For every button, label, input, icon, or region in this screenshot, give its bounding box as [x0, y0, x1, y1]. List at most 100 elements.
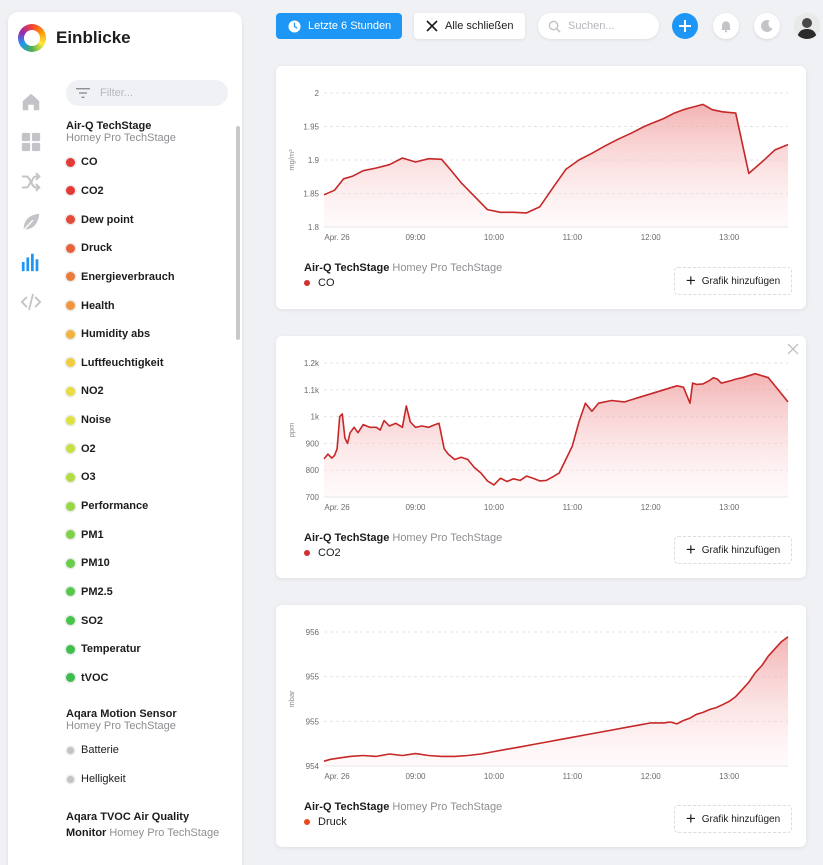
user-avatar[interactable] [794, 13, 820, 39]
capability-item-humidity-abs[interactable]: Humidity abs [66, 320, 238, 349]
capability-list: Air-Q TechStage Homey Pro TechStage CO CO… [66, 80, 238, 841]
capability-dot [66, 386, 75, 396]
y-tick-label: 1.8 [308, 223, 320, 232]
search-input[interactable] [568, 20, 658, 32]
close-all-label: Alle schließen [445, 20, 514, 32]
capability-dot [66, 558, 75, 568]
plus-icon: + [685, 540, 696, 559]
add-chart-button[interactable]: + Grafik hinzufügen [674, 805, 792, 833]
homey-logo [18, 24, 46, 52]
add-chart-button[interactable]: + Grafik hinzufügen [674, 267, 792, 295]
close-card-icon[interactable] [786, 342, 800, 356]
device-name: Aqara Motion Sensor [66, 708, 177, 721]
capability-item-no2[interactable]: NO2 [66, 377, 238, 406]
time-range-label: Letzte 6 Stunden [308, 20, 392, 32]
capability-dot [66, 329, 75, 339]
add-chart-button[interactable]: + Grafik hinzufügen [674, 536, 792, 564]
series-dot [304, 280, 310, 286]
series-area [324, 636, 788, 766]
y-tick-label: 1k [311, 413, 320, 422]
capability-item-performance[interactable]: Performance [66, 492, 238, 521]
x-tick-label: 09:00 [405, 233, 426, 242]
close-all-button[interactable]: Alle schließen [414, 13, 525, 39]
capability-label: Luftfeuchtigkeit [81, 356, 164, 369]
capability-label: PM2.5 [81, 585, 113, 598]
capability-dot [66, 673, 75, 683]
capability-label: CO [81, 156, 98, 169]
sidebar-scrollbar[interactable] [236, 126, 240, 340]
device-group-aqara-motion: Aqara Motion Sensor Homey Pro TechStage … [66, 708, 238, 793]
add-chart-label: Grafik hinzufügen [701, 544, 781, 556]
card-device: Air-Q TechStage [304, 532, 390, 544]
capability-dot [66, 530, 75, 540]
plus-icon [679, 20, 691, 32]
card-capability: CO [318, 277, 335, 289]
capability-item-temperatur[interactable]: Temperatur [66, 635, 238, 664]
capability-label: Performance [81, 500, 149, 512]
nav-developer[interactable] [8, 282, 54, 322]
x-tick-label: 09:00 [405, 772, 426, 781]
capability-item-pm1[interactable]: PM1 [66, 520, 238, 549]
notifications-button[interactable] [713, 13, 739, 39]
filter-input[interactable] [100, 87, 210, 99]
capability-item-co[interactable]: CO [66, 148, 238, 177]
capability-label: tVOC [81, 671, 109, 684]
search-box[interactable] [538, 13, 659, 39]
series-line [323, 372, 789, 486]
x-tick-label: Apr. 26 [324, 233, 350, 242]
capability-label: Batterie [81, 744, 119, 757]
capability-item-pm10[interactable]: PM10 [66, 549, 238, 578]
nav-insights[interactable] [8, 242, 54, 282]
chart-druck: 954 955 955 956 mbar Apr. 26 09:00 10:00 11:00 12… [287, 628, 789, 781]
capability-label: Dew point [81, 213, 134, 226]
capability-item-dew-point[interactable]: Dew point [66, 205, 238, 234]
capability-item-helligkeit[interactable]: Helligkeit [66, 765, 238, 794]
capability-item-pm2-5[interactable]: PM2.5 [66, 578, 238, 607]
capability-item-o2[interactable]: O2 [66, 434, 238, 463]
capability-item-o3[interactable]: O3 [66, 463, 238, 492]
capability-item-luftfeuchtigkeit[interactable]: Luftfeuchtigkeit [66, 348, 238, 377]
capability-label: Helligkeit [81, 773, 126, 786]
capability-item-noise[interactable]: Noise [66, 406, 238, 435]
y-axis-label: ppm [287, 423, 296, 438]
nav-flows[interactable] [8, 162, 54, 202]
y-tick-label: 700 [306, 493, 320, 502]
capability-item-health[interactable]: Health [66, 291, 238, 320]
card-capability: CO2 [318, 547, 341, 559]
nav-energy[interactable] [8, 202, 54, 242]
capability-dot [66, 215, 75, 225]
y-tick-label: 1.1k [304, 386, 320, 395]
capability-dot [66, 444, 75, 454]
capability-item-energieverbrauch[interactable]: Energieverbrauch [66, 263, 238, 292]
y-tick-label: 2 [315, 89, 320, 98]
capability-label: CO2 [81, 184, 104, 197]
shuffle-icon [21, 172, 41, 192]
code-icon [20, 293, 42, 311]
capability-item-druck[interactable]: Druck [66, 234, 238, 263]
nav-dashboards[interactable] [8, 122, 54, 162]
capability-item-batterie[interactable]: Batterie [66, 736, 238, 765]
series-dot [304, 819, 310, 825]
dark-mode-button[interactable] [754, 13, 780, 39]
card-device: Air-Q TechStage [304, 262, 390, 274]
brand: Einblicke [18, 24, 131, 52]
series-line [323, 103, 789, 214]
capability-item-co2[interactable]: CO2 [66, 177, 238, 206]
y-tick-label: 1.95 [303, 123, 319, 132]
nav-home[interactable] [8, 82, 54, 122]
chart-co2: 700 800 900 1k 1.1k 1.2k ppm Apr. 26 09:00 10:00 1… [287, 359, 789, 512]
time-range-button[interactable]: Letzte 6 Stunden [276, 13, 402, 39]
x-tick-label: 13:00 [719, 772, 740, 781]
insight-card-co2: 700 800 900 1k 1.1k 1.2k ppm Apr. 26 09:00 10:00 1… [276, 336, 806, 578]
card-device: Air-Q TechStage [304, 801, 390, 813]
search-icon [548, 20, 561, 33]
add-button[interactable] [672, 13, 698, 39]
filter-box[interactable] [66, 80, 228, 106]
device-group-airq: Air-Q TechStage Homey Pro TechStage CO CO… [66, 120, 238, 692]
capability-item-so2[interactable]: SO2 [66, 606, 238, 635]
capability-item-tvoc[interactable]: tVOC [66, 664, 238, 693]
capability-label: Health [81, 299, 115, 312]
x-tick-label: 09:00 [405, 503, 426, 512]
capability-dot [66, 587, 75, 597]
y-tick-label: 900 [306, 439, 320, 448]
